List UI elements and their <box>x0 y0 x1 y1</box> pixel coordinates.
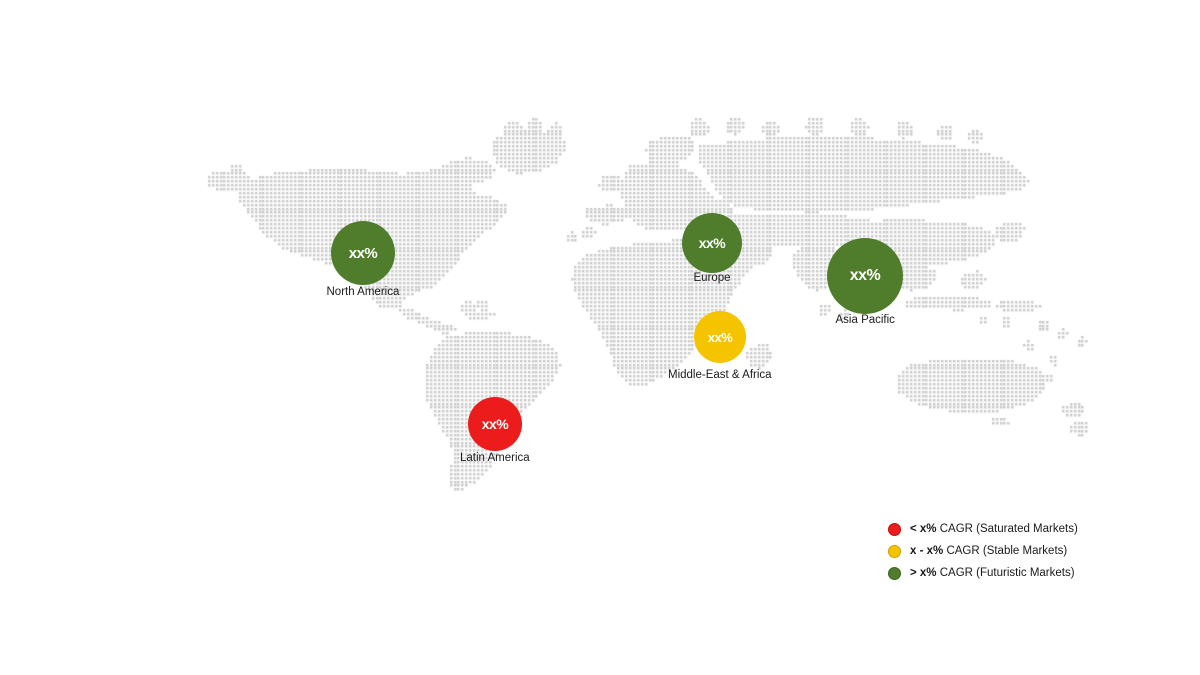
bubble-value-middle-east-africa: xx% <box>707 329 733 345</box>
legend-dot-saturated-icon <box>888 522 901 536</box>
legend-dot-futuristic-icon <box>888 566 901 580</box>
legend-label-futuristic: > x% CAGR (Futuristic Markets) <box>910 567 1075 579</box>
legend-item-stable[interactable]: x - x% CAGR (Stable Markets) <box>888 540 1108 562</box>
bubble-value-europe: xx% <box>698 235 726 251</box>
legend-item-saturated[interactable]: < x% CAGR (Saturated Markets) <box>888 518 1108 540</box>
region-label-europe: Europe <box>693 272 731 284</box>
legend-threshold-stable: x - x% <box>910 545 944 557</box>
legend-desc-stable: CAGR (Stable Markets) <box>943 545 1068 557</box>
bubble-value-north-america: xx% <box>348 244 378 262</box>
legend-label-saturated: < x% CAGR (Saturated Markets) <box>910 523 1078 535</box>
legend-dot-stable-icon <box>888 544 901 558</box>
region-label-asia-pacific: Asia Pacific <box>835 314 895 326</box>
legend: < x% CAGR (Saturated Markets) x - x% CAGR… <box>888 518 1108 584</box>
bubble-north-america[interactable]: xx% <box>331 221 395 285</box>
legend-threshold-saturated: < x% <box>910 523 937 535</box>
legend-desc-saturated: CAGR (Saturated Markets) <box>936 523 1078 535</box>
legend-item-futuristic[interactable]: > x% CAGR (Futuristic Markets) <box>888 562 1108 584</box>
legend-desc-futuristic: CAGR (Futuristic Markets) <box>936 567 1075 579</box>
region-label-north-america: North America <box>326 286 400 298</box>
legend-threshold-futuristic: > x% <box>910 567 937 579</box>
bubble-value-latin-america: xx% <box>481 416 509 432</box>
bubble-asia-pacific[interactable]: xx% <box>827 238 903 314</box>
bubble-value-asia-pacific: xx% <box>849 267 881 284</box>
bubble-middle-east-africa[interactable]: xx% <box>694 311 746 363</box>
bubble-europe[interactable]: xx% <box>682 213 742 273</box>
bubble-latin-america[interactable]: xx% <box>468 397 522 451</box>
region-label-latin-america: Latin America <box>460 452 530 464</box>
legend-label-stable: x - x% CAGR (Stable Markets) <box>910 545 1067 557</box>
region-label-middle-east-africa: Middle-East & Africa <box>668 369 772 381</box>
